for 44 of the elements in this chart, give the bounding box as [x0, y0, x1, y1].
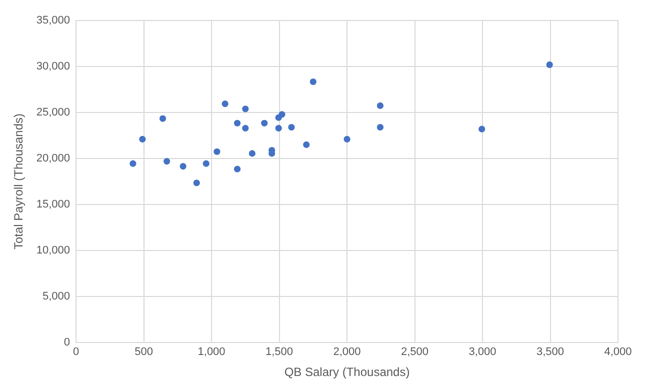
point: [242, 106, 249, 112]
point: [214, 148, 220, 155]
y-tick-label: 0: [64, 336, 70, 348]
point: [180, 163, 186, 170]
x-tick-label: 3,000: [468, 346, 496, 358]
point: [344, 136, 350, 143]
y-tick-label: 30,000: [36, 60, 70, 73]
x-tick-label: 1,500: [266, 346, 294, 358]
x-tick-label: 1,000: [198, 346, 226, 358]
point: [159, 115, 166, 122]
point: [164, 158, 170, 165]
point: [139, 136, 146, 143]
x-tick-label: 3,500: [536, 346, 564, 358]
y-tick-label: 10,000: [36, 244, 70, 256]
point: [222, 100, 228, 108]
y-tick-label: 25,000: [36, 106, 70, 119]
point: [275, 124, 282, 132]
point: [242, 124, 249, 132]
point: [234, 120, 241, 126]
y-tick-label: 15,000: [36, 198, 70, 211]
point: [546, 61, 553, 68]
point: [193, 180, 200, 186]
y-tick-label: 5,000: [42, 290, 70, 302]
x-tick-label: 0: [72, 346, 80, 358]
y-axis-title: Total Payroll (Thousands): [12, 113, 26, 250]
x-axis-title: QB Salary (Thousands): [284, 365, 410, 380]
y-tick-label: 35,000: [36, 14, 70, 27]
x-tick-label: 4,000: [604, 346, 632, 358]
point: [376, 102, 384, 109]
point: [261, 120, 268, 126]
point: [248, 150, 256, 157]
point: [303, 141, 310, 148]
point: [234, 166, 241, 172]
point: [376, 124, 384, 131]
x-tick-label: 2,000: [333, 346, 361, 358]
point: [478, 126, 486, 132]
x-tick-label: 2,500: [401, 346, 429, 358]
point: [278, 111, 286, 118]
point: [288, 124, 295, 131]
x-tick-label: 500: [134, 346, 153, 358]
point: [202, 160, 210, 167]
y-tick-label: 20,000: [36, 152, 70, 165]
point: [130, 160, 136, 167]
point: [310, 78, 316, 86]
